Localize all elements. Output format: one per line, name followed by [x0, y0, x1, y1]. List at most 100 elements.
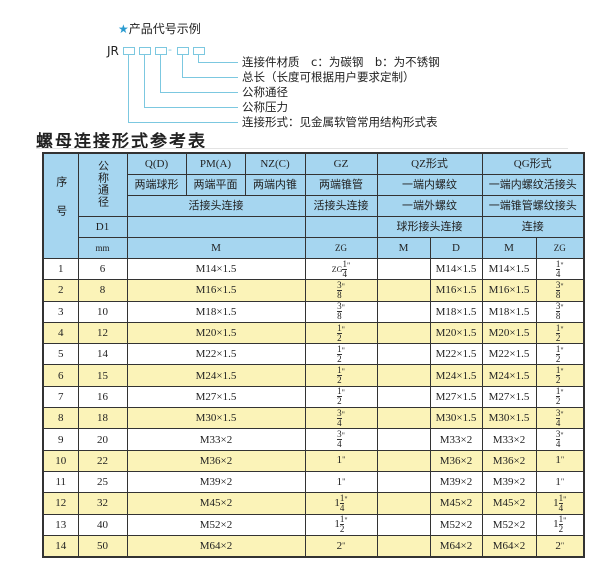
- cell-qg-m: M45×2: [481, 492, 537, 515]
- zg-prefix: ZG: [331, 264, 343, 274]
- header-qz: QZ形式: [376, 152, 483, 175]
- header-gz: GZ: [304, 152, 378, 175]
- zg-whole: 2: [555, 539, 561, 552]
- cell-m: M16×1.5: [126, 279, 306, 302]
- inch-mark: ": [560, 431, 564, 441]
- cell-qz-d: M30×1.5: [429, 407, 483, 430]
- cell-qz-d: M27×1.5: [429, 385, 483, 409]
- cell-qz-d: M16×1.5: [429, 279, 483, 302]
- cell-qg-zg: 1": [535, 449, 585, 472]
- fraction-denominator: 2: [339, 524, 345, 535]
- table-row: 12 32 M45×2 1 1 4 " M45×2 M45×2 1 1 4 ": [42, 492, 585, 515]
- cell-seq: 13: [42, 513, 79, 536]
- inch-mark: ": [560, 345, 564, 355]
- cell-m: M14×1.5: [126, 257, 306, 281]
- cell-nominal: 20: [77, 428, 128, 451]
- inch-mark: ": [560, 281, 564, 291]
- cell-m: M18×1.5: [126, 300, 306, 323]
- cell-nominal: 6: [77, 257, 128, 281]
- cell-qz-d: M33×2: [429, 428, 483, 451]
- fraction-numerator: 1: [337, 386, 342, 398]
- cell-seq: 1: [42, 257, 79, 281]
- fraction-numerator: 1: [555, 322, 561, 334]
- header-qg-desc3: 连接: [481, 216, 585, 238]
- table-row: 7 16 M27×1.5 1 2 " M27×1.5 M27×1.5 1 2 ": [42, 385, 585, 409]
- cell-qz-d: M24×1.5: [429, 364, 483, 387]
- code-prefix: JR: [107, 44, 119, 58]
- inch-mark: ": [341, 345, 345, 355]
- fraction-numerator: 1: [555, 343, 561, 355]
- cell-qg-zg: 2": [535, 534, 585, 558]
- cell-qg-m: M18×1.5: [481, 300, 537, 323]
- header-qg-zg: ZG: [535, 237, 585, 259]
- inch-mark: ": [560, 303, 564, 313]
- cell-nominal: 14: [77, 343, 128, 366]
- code-box-connection: [123, 47, 135, 55]
- header-qz-d: D: [429, 237, 483, 259]
- cell-qz-m: [376, 407, 431, 430]
- cell-qg-m: M52×2: [481, 513, 537, 536]
- header-pm: PM(A): [185, 152, 246, 175]
- cell-qz-d: M14×1.5: [429, 257, 483, 281]
- cell-nominal: 25: [77, 470, 128, 494]
- fraction-denominator: 2: [558, 524, 564, 535]
- cell-qg-zg: 3 4 ": [535, 407, 585, 430]
- cell-qz-d: M64×2: [429, 534, 483, 558]
- header-empty: [304, 216, 378, 238]
- cell-qg-m: M16×1.5: [481, 279, 537, 302]
- fraction-denominator: 8: [555, 289, 561, 300]
- cell-qg-m: M24×1.5: [481, 364, 537, 387]
- zg-whole: 1: [334, 496, 340, 509]
- fraction-denominator: 8: [337, 289, 342, 300]
- cell-m: M33×2: [126, 428, 306, 451]
- cell-qz-m: [376, 513, 431, 536]
- table-title: 螺母连接形式参考表: [36, 132, 207, 152]
- fraction-numerator: 3: [555, 407, 561, 419]
- cell-qg-zg: 1 4 ": [535, 257, 585, 281]
- cell-seq: 2: [42, 279, 79, 302]
- zg-whole: 1: [334, 518, 340, 531]
- cell-qz-m: [376, 385, 431, 409]
- inch-mark: ": [563, 494, 567, 504]
- cell-qg-zg: 1 2 ": [535, 385, 585, 409]
- cell-qz-d: M18×1.5: [429, 300, 483, 323]
- fraction-numerator: 1: [339, 492, 345, 504]
- label-connection: 连接形式：见金属软管常用结构形式表: [242, 115, 438, 129]
- cell-seq: 6: [42, 364, 79, 387]
- header-nz: NZ(C): [244, 152, 306, 175]
- header-union-2: 活接头连接: [304, 195, 378, 217]
- fraction-numerator: 3: [337, 429, 342, 441]
- label-material: 连接件材质 c：为碳钢 b：为不锈钢: [242, 55, 440, 69]
- cell-qg-zg: 3 8 ": [535, 279, 585, 302]
- inch-mark: ": [341, 324, 345, 334]
- cell-nominal: 22: [77, 449, 128, 472]
- cell-seq: 14: [42, 534, 79, 558]
- fraction-numerator: 1: [555, 365, 561, 377]
- cell-qz-d: M52×2: [429, 513, 483, 536]
- cell-nominal: 8: [77, 279, 128, 302]
- cell-m: M52×2: [126, 513, 306, 536]
- cell-qg-m: M14×1.5: [481, 257, 537, 281]
- cell-gz-zg: 1 1 4 ": [304, 492, 378, 515]
- header-qg-m: M: [481, 237, 537, 259]
- header-qz-desc: 一端内螺纹: [376, 174, 483, 196]
- header-nz-desc: 两端内锥: [244, 174, 306, 196]
- code-dash: -: [168, 43, 172, 56]
- cell-seq: 4: [42, 321, 79, 345]
- header-empty: [126, 216, 306, 238]
- cell-qz-m: [376, 449, 431, 472]
- cell-gz-zg: 3 4 ": [304, 428, 378, 451]
- code-box-material: [193, 47, 205, 55]
- inch-mark: ": [563, 516, 567, 526]
